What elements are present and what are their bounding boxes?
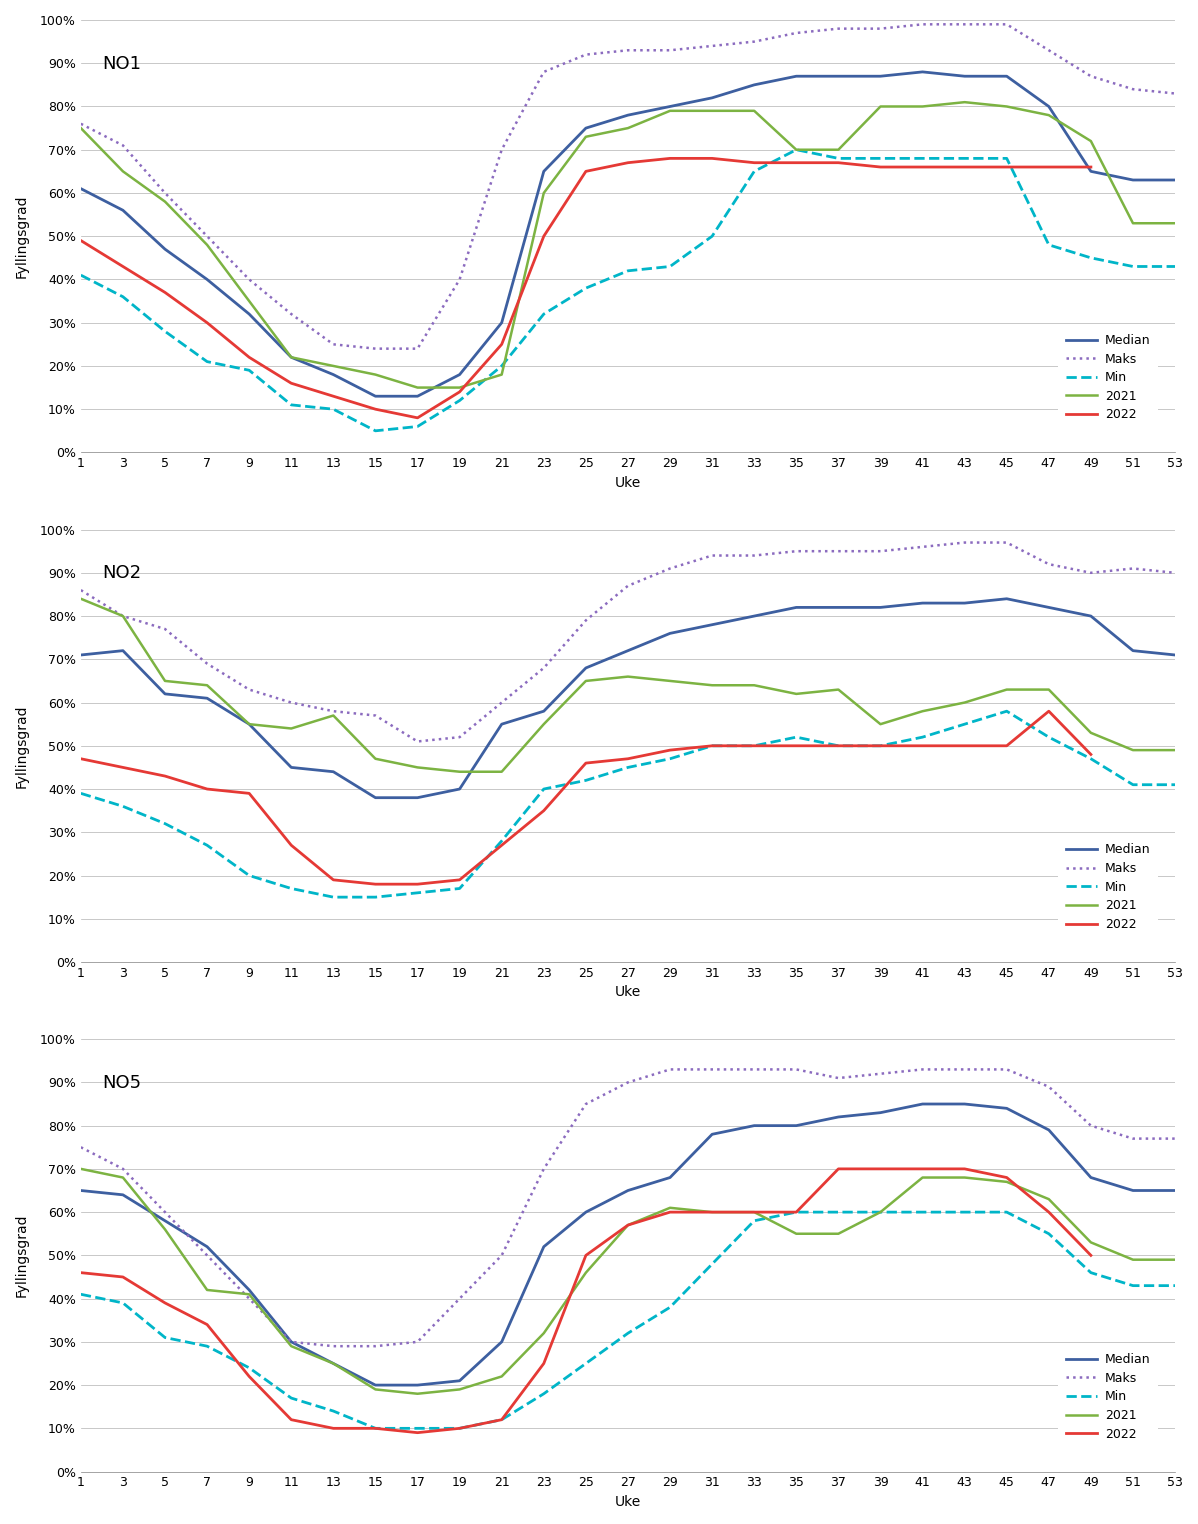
Text: NO1: NO1	[103, 55, 141, 73]
X-axis label: Uke: Uke	[615, 986, 641, 1000]
X-axis label: Uke: Uke	[615, 475, 641, 489]
Text: NO5: NO5	[103, 1074, 141, 1091]
Y-axis label: Fyllingsgrad: Fyllingsgrad	[16, 704, 29, 788]
X-axis label: Uke: Uke	[615, 1495, 641, 1509]
Text: NO2: NO2	[103, 564, 141, 582]
Legend: Median, Maks, Min, 2021, 2022: Median, Maks, Min, 2021, 2022	[1059, 326, 1158, 428]
Legend: Median, Maks, Min, 2021, 2022: Median, Maks, Min, 2021, 2022	[1059, 837, 1158, 939]
Y-axis label: Fyllingsgrad: Fyllingsgrad	[16, 195, 29, 277]
Y-axis label: Fyllingsgrad: Fyllingsgrad	[16, 1213, 29, 1297]
Legend: Median, Maks, Min, 2021, 2022: Median, Maks, Min, 2021, 2022	[1059, 1346, 1158, 1448]
